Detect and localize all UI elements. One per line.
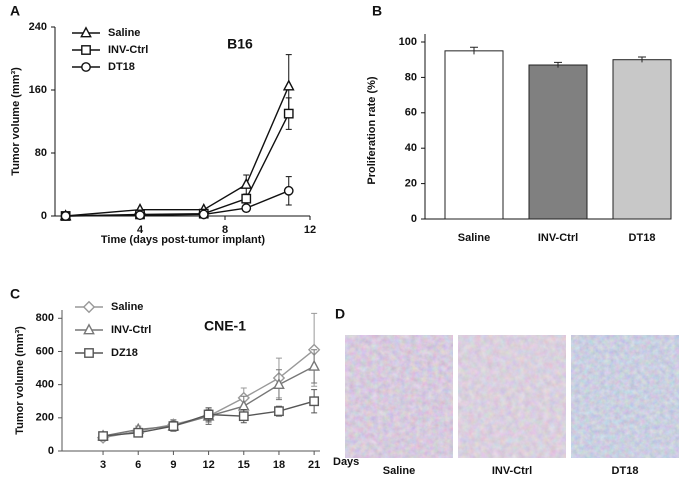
legend-marker [81, 45, 91, 55]
marker [283, 108, 294, 119]
legend-label: INV-Ctrl [108, 44, 148, 56]
panel-label: C [10, 286, 20, 302]
y-tick-label: 240 [29, 21, 47, 33]
y-tick-label: 80 [405, 71, 417, 83]
x-tick-label: 6 [135, 459, 141, 471]
legend-marker [84, 348, 94, 358]
image-label: INV-Ctrl [492, 465, 532, 477]
histology-image [458, 335, 566, 458]
bar [612, 59, 672, 220]
histology-image [571, 335, 679, 458]
y-tick-label: 80 [35, 147, 47, 159]
legend-marker [83, 323, 95, 335]
y-tick-label: 0 [411, 213, 417, 225]
legend-label: INV-Ctrl [111, 324, 151, 336]
y-tick-label: 200 [36, 412, 54, 424]
bar [528, 64, 588, 220]
marker [135, 210, 145, 221]
image-label: Saline [383, 465, 415, 477]
error-bar [470, 46, 478, 55]
marker [98, 431, 108, 441]
marker [133, 427, 144, 438]
error-bar [554, 61, 562, 68]
legend-marker [81, 62, 91, 72]
histology-image [345, 335, 453, 458]
series-line [65, 190, 290, 217]
y-tick-label: 20 [405, 178, 417, 190]
marker [198, 209, 209, 220]
y-tick-label: 800 [36, 312, 54, 324]
panel-label: D [335, 306, 345, 322]
marker [241, 193, 252, 204]
legend-label: Saline [111, 301, 143, 313]
panel-label: A [10, 3, 20, 19]
x-tick-label: 12 [202, 459, 214, 471]
x-tick-label: 21 [308, 459, 320, 471]
marker [238, 411, 249, 422]
y-tick-label: 400 [36, 379, 54, 391]
image-label: DT18 [612, 465, 639, 477]
marker [273, 377, 285, 390]
error-bar [638, 56, 646, 63]
y-tick-label: 160 [29, 84, 47, 96]
legend-label: DZ18 [111, 347, 138, 359]
x-tick-label: 9 [170, 459, 176, 471]
y-axis-label: Tumor volume (mm³) [14, 326, 26, 435]
marker [60, 211, 71, 221]
marker [309, 396, 320, 407]
x-tick-label: DT18 [629, 232, 656, 244]
x-axis-label: Time (days post-tumor implant) [101, 234, 266, 246]
x-tick-label: 15 [238, 459, 250, 471]
legend-marker [82, 300, 96, 314]
x-tick-label: INV-Ctrl [538, 232, 578, 244]
marker [240, 177, 253, 189]
legend-label: DT18 [108, 61, 135, 73]
series-line [65, 85, 290, 217]
x-tick-label: 4 [137, 224, 144, 236]
y-tick-label: 100 [399, 36, 417, 48]
legend-label: Saline [108, 27, 140, 39]
marker [168, 421, 179, 432]
marker [237, 399, 250, 411]
bar [444, 50, 504, 220]
x-tick-label: 8 [222, 224, 228, 236]
legend-marker [80, 26, 92, 38]
marker [274, 406, 284, 417]
x-tick-label: 3 [100, 459, 106, 471]
marker [282, 79, 295, 91]
x-tick-label: 18 [273, 459, 285, 471]
y-tick-label: 40 [405, 142, 417, 154]
x-axis-label: Days [333, 456, 359, 468]
y-axis-label: Proliferation rate (%) [366, 76, 378, 185]
annotation: CNE-1 [204, 318, 246, 334]
annotation: B16 [227, 36, 253, 52]
marker [241, 203, 252, 214]
marker [203, 409, 214, 420]
y-tick-label: 0 [41, 210, 47, 222]
x-tick-label: 12 [304, 224, 316, 236]
y-axis-label: Tumor volume (mm³) [10, 67, 22, 176]
panel-label: B [372, 3, 382, 19]
x-tick-label: Saline [458, 232, 490, 244]
y-tick-label: 0 [48, 445, 54, 457]
marker [308, 359, 320, 371]
y-tick-label: 60 [405, 107, 417, 119]
marker [283, 185, 294, 196]
y-tick-label: 600 [36, 345, 54, 357]
